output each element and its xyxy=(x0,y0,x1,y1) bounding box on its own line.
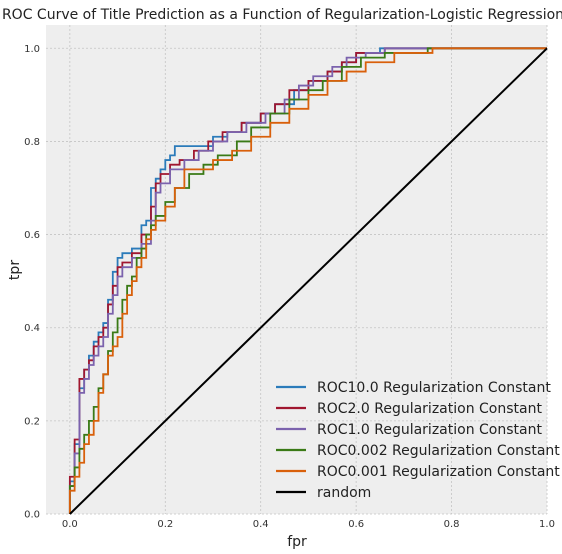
x-tick-label: 0.2 xyxy=(157,519,173,530)
legend-entry: ROC0.002 Regularization Constant xyxy=(317,443,560,459)
chart-title: ROC Curve of Title Prediction as a Funct… xyxy=(2,7,562,23)
y-tick-label: 0.4 xyxy=(24,323,40,334)
y-tick-label: 0.2 xyxy=(24,416,40,427)
series-line-4 xyxy=(68,47,547,514)
legend: ROC10.0 Regularization Constant ROC2.0 Re… xyxy=(276,380,560,501)
y-tick-label: 0.8 xyxy=(24,137,40,148)
legend-entry: ROC0.001 Regularization Constant xyxy=(317,464,560,480)
y-axis-label: tpr xyxy=(7,260,23,280)
legend-entry: random xyxy=(317,485,371,501)
x-tick-label: 0.4 xyxy=(253,519,269,530)
x-tick-label: 0.6 xyxy=(348,519,364,530)
tick-labels: 0.0 0.2 0.4 0.6 0.8 1.0 0.0 0.2 0.4 0.6 0.8 1.0 xyxy=(24,44,555,530)
x-tick-label: 1.0 xyxy=(539,519,555,530)
x-tick-label: 0.8 xyxy=(444,519,460,530)
legend-entry: ROC10.0 Regularization Constant xyxy=(317,380,551,396)
y-tick-label: 1.0 xyxy=(24,44,40,55)
plot-area xyxy=(46,25,547,514)
series-line-2 xyxy=(68,47,547,514)
x-tick-label: 0.0 xyxy=(62,519,78,530)
x-axis-label: fpr xyxy=(287,534,307,550)
y-tick-label: 0.0 xyxy=(24,510,40,521)
series-group xyxy=(68,47,548,515)
legend-entry: ROC2.0 Regularization Constant xyxy=(317,401,542,417)
series-line-5 xyxy=(69,47,548,515)
y-tick-label: 0.6 xyxy=(24,230,40,241)
legend-entry: ROC1.0 Regularization Constant xyxy=(317,422,542,438)
